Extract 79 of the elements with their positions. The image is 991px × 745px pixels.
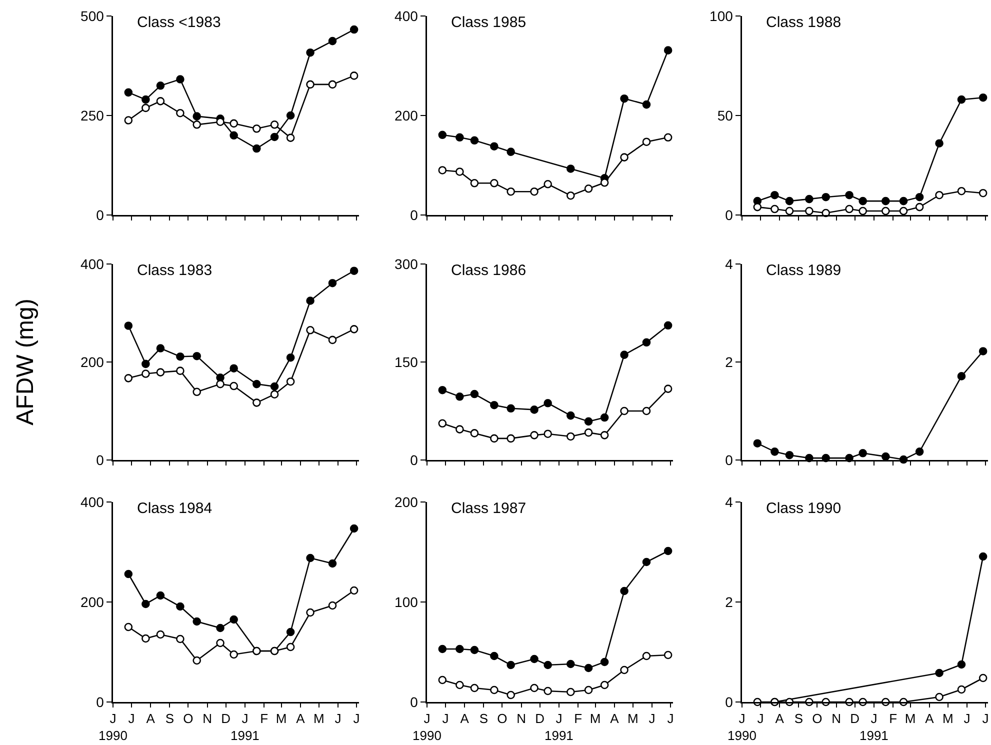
x-tick-label: A xyxy=(775,710,784,726)
x-tick-label: J 1991 xyxy=(859,710,888,743)
x-tick-label: J xyxy=(334,710,342,726)
x-tick-label: O xyxy=(812,710,822,726)
x-tick-label: M xyxy=(904,710,916,726)
x-tick-label: J xyxy=(128,710,135,726)
x-tick-label: D xyxy=(850,710,860,726)
y-tick-label: 0 xyxy=(410,206,418,223)
x-tick-label: N xyxy=(202,710,212,726)
y-tick-label: 0 xyxy=(725,694,734,710)
x-tick-label: M xyxy=(590,710,601,726)
y-tick-label: 4 xyxy=(725,494,734,510)
x-tick-label: J xyxy=(757,710,764,726)
x-tick-label: J 1990 xyxy=(98,710,128,743)
chart-title: Class 1985 xyxy=(451,14,526,31)
x-tick-label: J xyxy=(982,710,989,726)
y-tick-label: 100 xyxy=(394,594,418,610)
x-tick-label: J xyxy=(442,710,449,726)
x-tick-label: M xyxy=(276,710,287,726)
y-tick-label: 4 xyxy=(725,256,734,272)
x-tick-label: J 1990 xyxy=(412,710,442,743)
chart-title: Class 1983 xyxy=(137,262,212,279)
x-tick-label: A xyxy=(925,710,934,726)
x-tick-label: A xyxy=(146,710,156,726)
chart-title: Class 1989 xyxy=(766,262,842,279)
chart-title: Class 1987 xyxy=(451,500,526,517)
x-tick-label: F xyxy=(260,710,268,726)
y-tick-label: 0 xyxy=(96,452,104,468)
x-tick-label: S xyxy=(794,710,804,726)
x-tick-label: F xyxy=(574,710,582,726)
x-tick-label: M xyxy=(942,710,954,726)
y-tick-label: 0 xyxy=(725,452,734,468)
y-tick-label: 250 xyxy=(80,107,104,124)
x-tick-label: D xyxy=(535,710,545,726)
x-tick-label: N xyxy=(516,710,526,726)
y-tick-label: 150 xyxy=(394,354,418,370)
x-tick-label: J 1991 xyxy=(230,710,260,743)
chart-title: Class 1990 xyxy=(766,500,842,517)
y-tick-label: 300 xyxy=(394,256,418,272)
y-tick-label: 200 xyxy=(394,494,418,510)
x-tick-label: J 1990 xyxy=(728,710,756,743)
y-tick-label: 200 xyxy=(80,594,104,610)
chart-title: Class 1988 xyxy=(766,14,842,31)
y-tick-label: 400 xyxy=(80,494,104,510)
y-tick-label: 2 xyxy=(725,594,734,610)
x-tick-label: N xyxy=(832,710,842,726)
chart-title: Class 1986 xyxy=(451,262,526,279)
chart-title: Class 1984 xyxy=(137,500,212,517)
x-tick-label: O xyxy=(497,710,508,726)
y-tick-label: 0 xyxy=(725,206,734,223)
y-axis-title: AFDW (mg) xyxy=(12,298,39,426)
x-tick-label: J xyxy=(353,710,360,726)
x-tick-label: J xyxy=(667,710,674,726)
y-tick-label: 100 xyxy=(710,8,734,24)
y-tick-label: 200 xyxy=(394,107,418,124)
x-tick-label: S xyxy=(479,710,488,726)
x-tick-label: J xyxy=(648,710,656,726)
chart-title: Class <1983 xyxy=(137,14,221,31)
y-tick-label: 2 xyxy=(725,354,734,370)
x-tick-label: A xyxy=(610,710,620,726)
y-tick-label: 0 xyxy=(96,694,104,710)
y-tick-label: 200 xyxy=(80,354,104,370)
x-tick-label: D xyxy=(221,710,231,726)
x-tick-label: M xyxy=(628,710,638,726)
y-tick-label: 500 xyxy=(80,8,104,24)
x-tick-label: S xyxy=(165,710,174,726)
x-tick-label: A xyxy=(460,710,470,726)
x-tick-label: J xyxy=(964,710,970,726)
y-tick-label: 400 xyxy=(80,256,104,272)
y-tick-label: 0 xyxy=(410,694,418,710)
y-tick-label: 400 xyxy=(394,8,418,24)
x-tick-label: F xyxy=(889,710,898,726)
y-tick-label: 0 xyxy=(410,452,418,468)
y-tick-label: 0 xyxy=(96,206,104,223)
x-tick-label: J 1991 xyxy=(544,710,574,743)
x-tick-label: O xyxy=(183,710,194,726)
x-tick-label: A xyxy=(296,710,306,726)
y-tick-label: 50 xyxy=(717,107,734,124)
x-tick-label: M xyxy=(314,710,324,726)
